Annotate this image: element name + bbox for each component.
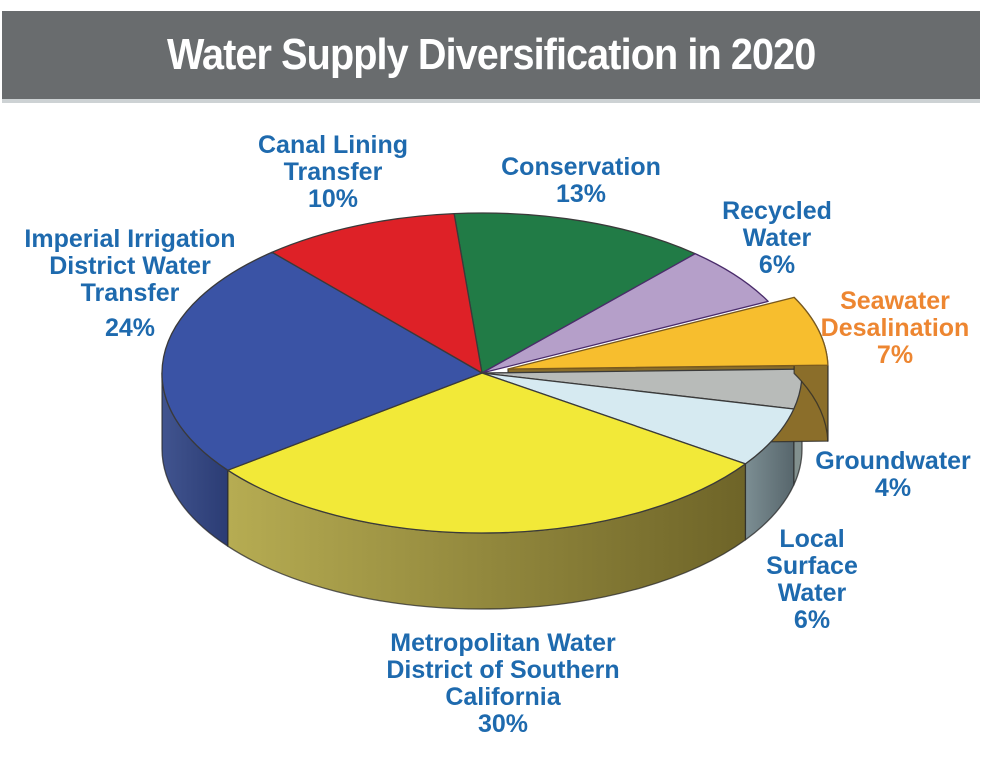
label-line: Canal Lining	[258, 131, 408, 159]
label-percent: 6%	[793, 606, 831, 634]
label-conservation: Conservation 13%	[501, 154, 661, 208]
slice-seawater-desalination	[507, 296, 829, 370]
label-canal-lining-transfer: Canal Lining Transfer 10%	[258, 132, 408, 213]
slice-conservation	[453, 212, 696, 374]
label-line: Conservation	[501, 153, 661, 181]
label-line: Transfer	[80, 279, 180, 307]
label-line: Water	[777, 579, 847, 607]
label-line: Groundwater	[815, 447, 971, 475]
slice-recycled-water	[481, 253, 769, 374]
label-line: Imperial Irrigation	[24, 225, 236, 253]
slice-imperial-irrigation-district	[161, 251, 483, 471]
slice-local-surface-water	[481, 372, 795, 465]
label-line: Water	[742, 224, 812, 252]
label-line: Local	[779, 525, 845, 553]
slice-canal-lining-transfer	[271, 212, 483, 374]
label-metropolitan-water-district: Metropolitan Water District of Southern Ca…	[386, 630, 619, 738]
label-line: California	[445, 683, 561, 711]
label-percent: 24%	[104, 314, 156, 342]
label-percent: 13%	[555, 180, 607, 208]
label-imperial-irrigation-district: Imperial Irrigation District Water Transfe…	[24, 226, 235, 342]
title-banner: Water Supply Diversification in 2020	[2, 11, 980, 103]
label-percent: 30%	[477, 710, 529, 738]
label-line: Transfer	[283, 158, 383, 186]
label-recycled-water: Recycled Water 6%	[722, 198, 832, 279]
label-percent: 6%	[758, 251, 796, 279]
label-percent: 4%	[874, 474, 912, 502]
label-percent: 10%	[307, 185, 359, 213]
page-title: Water Supply Diversification in 2020	[166, 30, 816, 79]
label-line: District Water	[49, 252, 211, 280]
label-line: Recycled	[722, 197, 832, 225]
label-groundwater: Groundwater 4%	[815, 448, 971, 502]
label-line: Surface	[766, 552, 858, 580]
label-line: District of Southern	[386, 656, 620, 684]
label-line: Seawater	[840, 287, 950, 315]
label-seawater-desalination: Seawater Desalination 7%	[821, 288, 970, 369]
slice-metropolitan-water-district	[227, 372, 747, 534]
label-line: Metropolitan Water	[390, 629, 616, 657]
label-line: Desalination	[820, 314, 970, 342]
label-local-surface-water: Local Surface Water 6%	[766, 526, 858, 634]
label-percent: 7%	[876, 341, 914, 369]
